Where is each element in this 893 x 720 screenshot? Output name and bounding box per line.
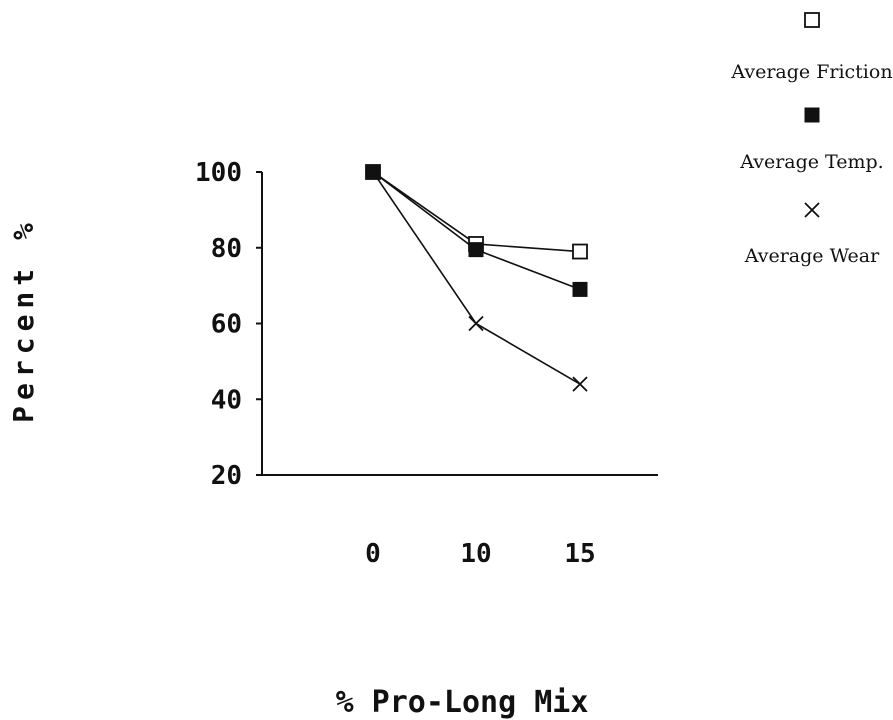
axes bbox=[261, 172, 658, 476]
data-point bbox=[468, 242, 484, 258]
x-axis-title: % Pro-Long Mix bbox=[336, 685, 589, 720]
legend-label: Average Wear bbox=[744, 245, 880, 267]
legend-marker-1 bbox=[804, 107, 820, 123]
x-tick-label: 15 bbox=[564, 539, 595, 569]
legend-label: Average Friction bbox=[730, 61, 892, 83]
data-point bbox=[365, 164, 381, 180]
x-tick-label: 0 bbox=[365, 539, 381, 569]
y-axis-title: Percent % bbox=[7, 217, 40, 423]
y-tick-label: 20 bbox=[211, 461, 242, 491]
x-ticks: 0 10 15 bbox=[365, 539, 595, 569]
series-lines bbox=[372, 171, 581, 385]
data-point bbox=[572, 281, 588, 297]
data-point bbox=[572, 376, 588, 392]
legend: Average Friction Average Temp. Average Wea… bbox=[730, 12, 893, 267]
legend-marker-0 bbox=[804, 12, 820, 28]
data-point bbox=[572, 243, 588, 260]
series-markers bbox=[365, 164, 588, 392]
x-tick-label: 10 bbox=[460, 539, 491, 569]
y-tick-label: 60 bbox=[211, 310, 242, 340]
legend-marker-2 bbox=[804, 202, 820, 218]
series-line-1 bbox=[372, 171, 581, 291]
y-ticks: 100 80 60 40 20 bbox=[195, 158, 262, 491]
y-tick-label: 40 bbox=[211, 385, 242, 415]
y-tick-label: 80 bbox=[211, 234, 242, 264]
data-point bbox=[468, 315, 484, 332]
y-tick-label: 100 bbox=[195, 158, 242, 188]
legend-label: Average Temp. bbox=[739, 151, 883, 173]
